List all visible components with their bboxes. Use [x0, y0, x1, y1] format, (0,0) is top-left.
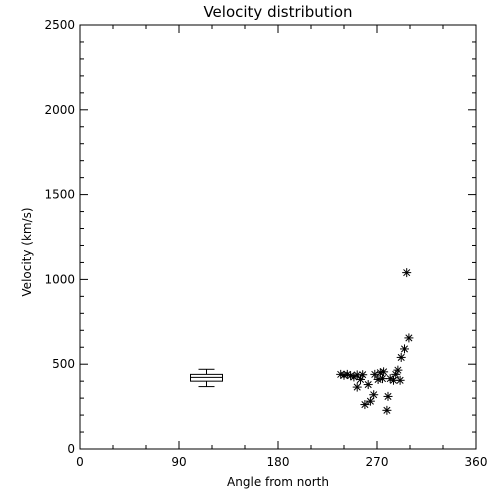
- data-point-asterisk: [365, 396, 375, 406]
- y-tick-label: 1500: [44, 188, 75, 202]
- y-tick-label: 2000: [44, 103, 75, 117]
- data-point-asterisk: [352, 382, 362, 392]
- y-tick-label: 1000: [44, 272, 75, 286]
- data-point-asterisk: [396, 352, 406, 362]
- data-point-asterisk: [378, 374, 387, 384]
- data-point-asterisk: [363, 380, 373, 390]
- y-tick-label: 2500: [44, 18, 75, 32]
- data-point-asterisk: [379, 367, 389, 377]
- x-tick-label: 270: [366, 455, 389, 469]
- plot-frame: [79, 24, 477, 450]
- chart-title: Velocity distribution: [203, 3, 352, 21]
- boxplot: [190, 368, 223, 388]
- data-point-asterisk: [352, 370, 362, 380]
- data-point-asterisk: [404, 333, 414, 343]
- data-point-asterisk: [400, 344, 409, 354]
- y-tick-label: 500: [52, 357, 75, 371]
- data-point-asterisk: [382, 405, 392, 415]
- data-point-asterisk: [360, 400, 370, 410]
- data-point-asterisk: [395, 375, 405, 385]
- data-point-asterisk: [383, 391, 393, 401]
- data-point-asterisk: [358, 370, 368, 380]
- x-tick-label: 360: [465, 455, 488, 469]
- y-axis-title: Velocity (km/s): [20, 207, 34, 296]
- data-point-asterisk: [393, 365, 403, 375]
- x-tick-label: 180: [267, 455, 290, 469]
- x-tick-label: 0: [76, 455, 84, 469]
- plot-area: 0 90 180 270 360 0 500 1000 1500 2000 2500: [44, 18, 487, 469]
- data-point-asterisk: [369, 390, 379, 400]
- x-tick-label: 90: [171, 455, 186, 469]
- data-point-asterisk: [402, 268, 412, 278]
- x-axis-title: Angle from north: [227, 475, 329, 489]
- y-tick-label: 0: [67, 442, 75, 456]
